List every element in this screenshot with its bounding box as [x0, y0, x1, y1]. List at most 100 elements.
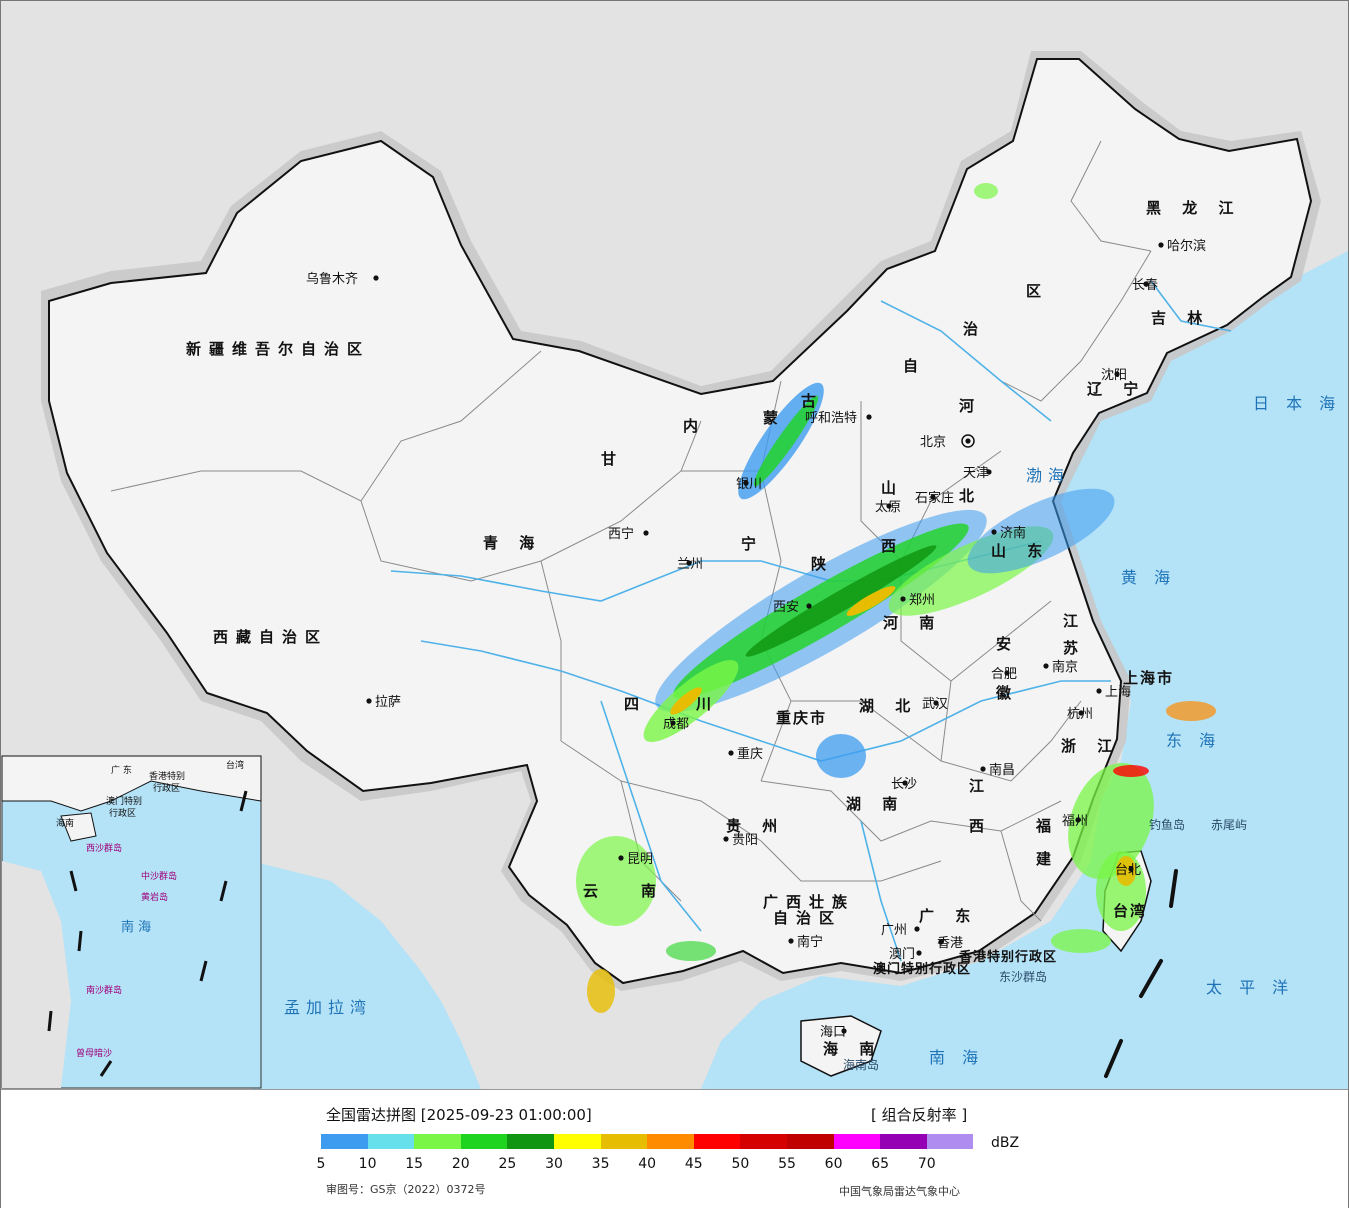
south-china-sea-inset [1, 755, 262, 1089]
echo-guangdong-coast [1051, 929, 1111, 953]
legend-tick-40: 40 [638, 1156, 657, 1172]
province-borders [110, 140, 1152, 922]
province-label-anhui2: 徽 [995, 684, 1019, 702]
island-label-hainandao: 海南岛 [843, 1057, 879, 1072]
province-label-guangxi1: 广西壮族 [763, 893, 855, 911]
china-land [48, 58, 1313, 985]
echo-zhejiang-sea [1113, 765, 1149, 777]
province-label-guizhou: 贵 州 [726, 817, 785, 835]
province-label-liaoning: 辽 宁 [1087, 380, 1146, 398]
inset-label-8: 中沙群岛 [141, 870, 177, 882]
province-label-neimenggu2: 蒙 [763, 409, 786, 427]
island-label-dongshaqundao: 东沙群岛 [999, 969, 1047, 984]
inset-label-2: 香港特别 [149, 770, 185, 782]
sea-label-ribenhai: 日 本 海 [1253, 394, 1341, 413]
echo-sichuan-yellow [670, 687, 702, 715]
city-label-guangzhou: 广州 [881, 923, 907, 938]
province-label-taiwan: 台湾 [1113, 902, 1147, 920]
province-label-yunnan1: 云 [583, 882, 606, 900]
city-label-guiyang: 贵阳 [732, 833, 758, 848]
city-label-hongkong: 香港 [937, 936, 963, 951]
echo-taiwan-core [1116, 856, 1136, 886]
province-label-hebei2: 河 [959, 397, 982, 415]
city-marker-shanghai [1096, 688, 1102, 694]
capital-marker-icon [961, 434, 975, 448]
city-marker-taiyuan [886, 503, 892, 509]
inset-label-4: 澳门特别 [106, 795, 142, 807]
inset-label-10: 南 海 [121, 919, 151, 935]
city-label-beijing: 北京 [920, 435, 946, 450]
province-label-anhui1: 安 [996, 635, 1019, 653]
inset-label-0: 广 东 [111, 764, 132, 776]
echo-neimenggu-band-core [753, 395, 819, 487]
province-label-hebei: 北 [959, 487, 982, 505]
inset-label-6: 海南 [56, 817, 74, 829]
sea-label-donghai: 东 海 [1166, 731, 1221, 750]
echo-east-sea [1166, 701, 1216, 721]
echo-shandong-blue [967, 488, 1115, 574]
city-label-hangzhou: 杭州 [1067, 707, 1093, 722]
echo-main-band-dkgreen [745, 545, 937, 657]
city-label-harbin: 哈尔滨 [1167, 238, 1206, 254]
city-marker-wuhan [933, 700, 939, 706]
city-marker-zhengzhou [900, 596, 906, 602]
echo-yunnan-s [587, 969, 615, 1013]
city-marker-lanzhou [686, 560, 692, 566]
sea-label-taipingyang: 太 平 洋 [1206, 978, 1294, 997]
city-marker-tianjin [986, 469, 992, 475]
province-label-jiangxi1: 江 [969, 777, 992, 795]
radar-echoes [576, 183, 1216, 1013]
inset-label-12: 曾母暗沙 [76, 1047, 112, 1059]
data-source: 中国气象局雷达气象中心 [839, 1185, 960, 1198]
city-marker-xian [806, 603, 812, 609]
bay-of-bengal-water [251, 861, 481, 1089]
inset-label-3: 行政区 [153, 782, 180, 794]
province-label-sichuan1: 四 [624, 695, 647, 713]
legend-tick-50: 50 [731, 1156, 750, 1172]
province-label-hainan: 海 南 [823, 1040, 882, 1058]
inset-label-7: 西沙群岛 [86, 842, 122, 854]
province-label-guangdong: 广 东 [919, 907, 978, 925]
city-marker-taipei [1128, 866, 1134, 872]
city-label-chongqing: 重庆 [737, 746, 763, 762]
city-marker-hongkong [938, 939, 944, 945]
province-label-qinghai: 青 海 [483, 534, 542, 552]
city-label-jinan: 济南 [1000, 525, 1026, 541]
province-label-shanxi1: 山 [881, 479, 904, 497]
province-label-shaanxi: 陕 [811, 555, 834, 573]
legend-swatch-35 [600, 1134, 648, 1149]
city-label-urumqi: 乌鲁木齐 [306, 271, 358, 287]
province-label-jilin: 吉 林 [1151, 309, 1210, 327]
province-label-neimenggu3: 古 [801, 392, 824, 410]
east-sea-water [701, 251, 1348, 1089]
city-label-haikou: 海口 [820, 1025, 846, 1040]
province-label-hubei: 湖 北 [859, 697, 918, 715]
province-label-gansu: 甘 [601, 450, 624, 468]
legend-tick-65: 65 [871, 1156, 890, 1172]
city-marker-nanchang [980, 766, 986, 772]
city-marker-macao [916, 950, 922, 956]
legend-swatch-25 [507, 1134, 554, 1149]
province-label-macau: 澳门特别行政区 [873, 961, 971, 977]
legend-tick-10: 10 [358, 1156, 377, 1172]
province-label-jiangsu1: 江 [1063, 612, 1086, 630]
legend-swatch-20 [460, 1134, 508, 1149]
city-marker-shijiazhuang [930, 494, 936, 500]
legend-swatch-50 [740, 1134, 787, 1149]
legend-tick-20: 20 [451, 1156, 470, 1172]
city-marker-nanning [788, 938, 794, 944]
legend-swatch-15 [414, 1134, 461, 1149]
sea-label-nanhai: 南 海 [929, 1048, 984, 1067]
legend-panel: 全国雷达拼图 [2025-09-23 01:00:00] [ 组合反射率 ] d… [1, 1089, 1348, 1208]
inset-label-11: 南沙群岛 [86, 984, 122, 996]
city-label-zhengzhou: 郑州 [909, 593, 935, 608]
legend-tick-5: 5 [316, 1156, 326, 1172]
city-label-taipei: 台北 [1115, 863, 1141, 878]
legend-tick-60: 60 [824, 1156, 843, 1172]
legend-unit: dBZ [991, 1135, 1020, 1151]
province-label-hk: 香港特别行政区 [958, 949, 1057, 965]
city-label-changsha: 长沙 [891, 777, 917, 792]
island-label-diaoyudao: 钓鱼岛 [1149, 817, 1185, 832]
